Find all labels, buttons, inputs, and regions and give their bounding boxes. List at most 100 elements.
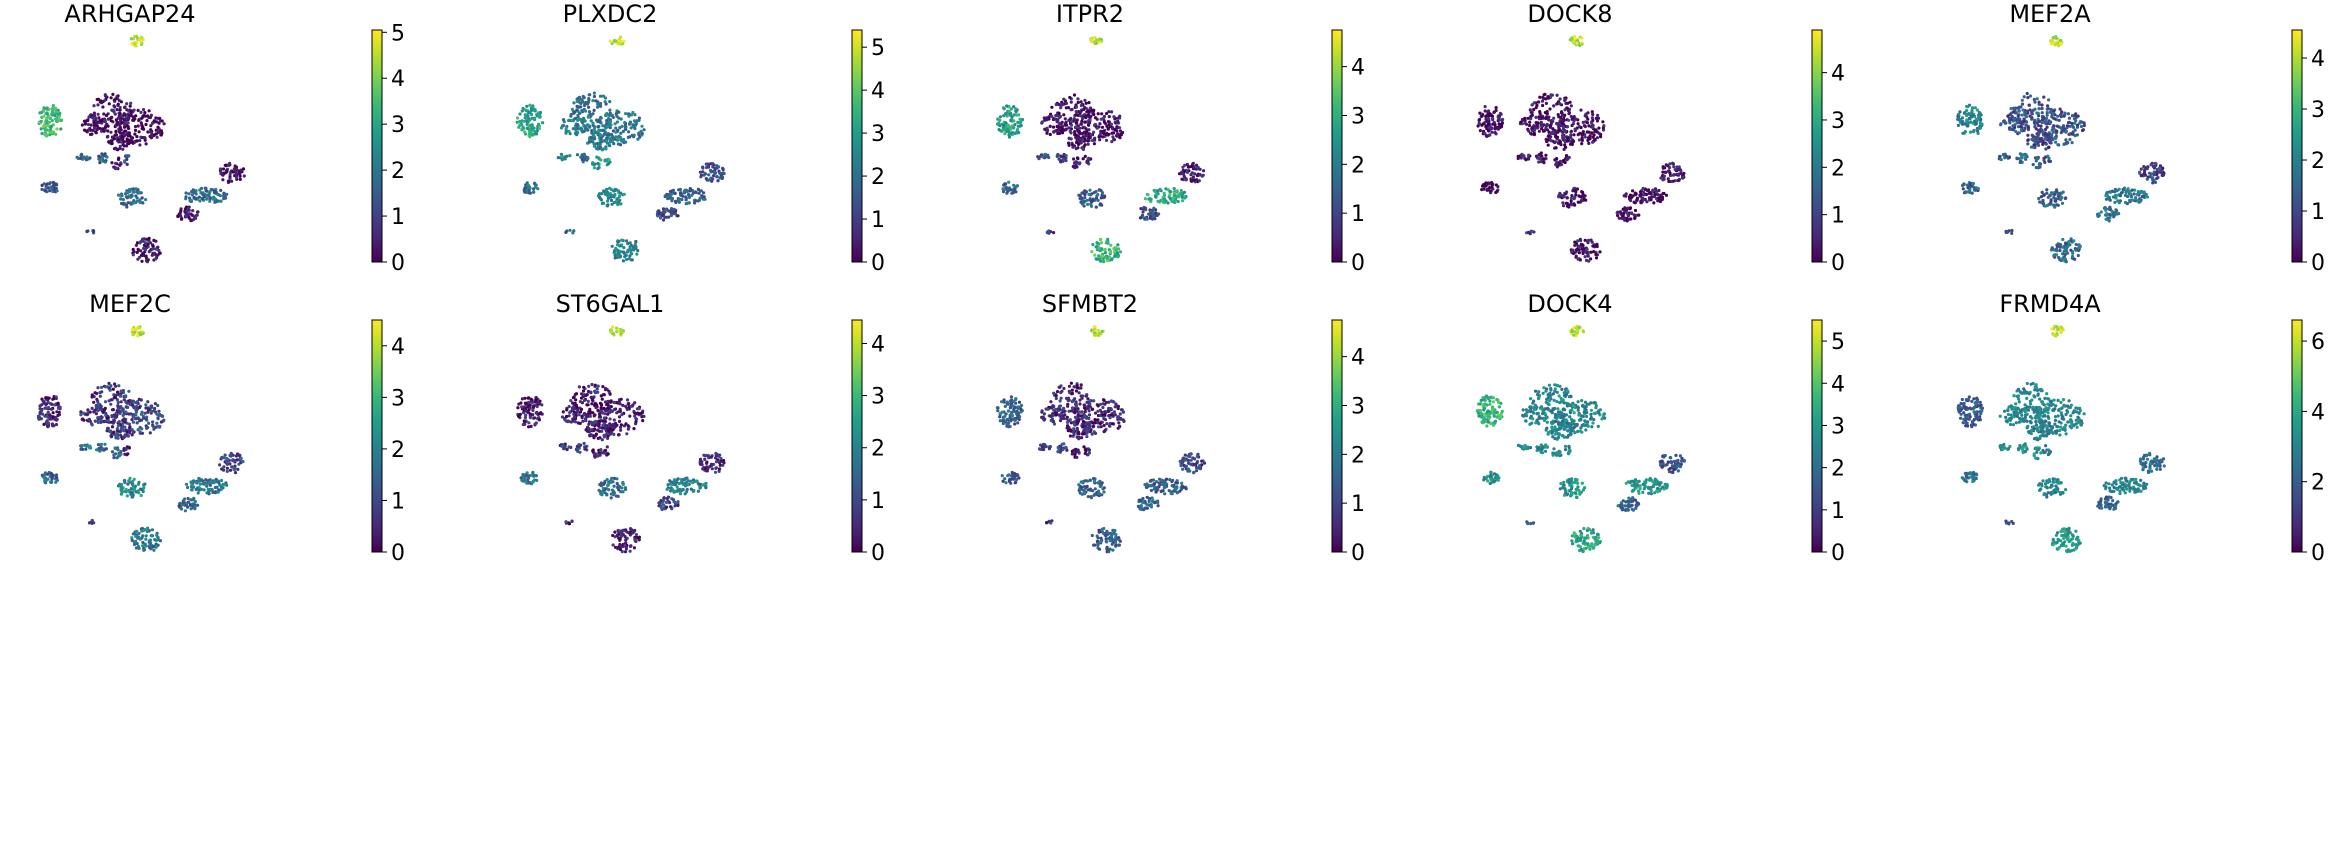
cluster-15 — [1568, 35, 1584, 48]
cell-point — [2007, 229, 2011, 233]
cell-point — [1616, 213, 1620, 218]
cell-point — [694, 199, 698, 203]
cell-point — [1626, 212, 1630, 217]
cell-point — [661, 213, 665, 217]
cell-point — [634, 123, 638, 127]
cell-point — [1173, 191, 1177, 195]
cell-point — [217, 481, 221, 485]
cell-point — [1182, 190, 1187, 194]
cell-point — [102, 112, 106, 116]
cell-point — [198, 482, 202, 486]
cell-point — [1554, 140, 1558, 144]
cell-point — [1527, 153, 1531, 157]
cell-point — [208, 478, 212, 482]
cell-point — [134, 243, 138, 247]
cell-point — [2010, 127, 2014, 131]
cell-point — [236, 467, 240, 471]
cell-point — [43, 128, 47, 132]
cell-point — [39, 127, 43, 131]
cell-point — [1145, 217, 1149, 221]
cell-point — [2044, 137, 2048, 141]
cell-point — [1574, 117, 1578, 121]
cell-point — [2056, 143, 2060, 147]
cell-point — [1544, 101, 1548, 105]
cell-point — [2114, 193, 2118, 197]
cell-point — [205, 197, 209, 201]
cell-point — [1541, 103, 1545, 108]
cell-point — [1086, 157, 1090, 161]
cell-point — [104, 385, 108, 389]
cell-point — [146, 130, 150, 134]
cell-point — [606, 192, 610, 196]
cell-point — [2012, 117, 2016, 121]
cell-point — [96, 415, 100, 420]
cell-point — [225, 169, 229, 173]
cell-point — [139, 110, 143, 114]
cell-point — [93, 123, 97, 127]
cell-point — [139, 253, 144, 257]
cell-point — [1552, 116, 1556, 120]
cluster-6 — [556, 152, 572, 162]
cell-point — [583, 157, 587, 161]
cell-point — [160, 119, 164, 123]
cell-point — [1048, 132, 1052, 137]
cell-point — [1073, 132, 1077, 136]
cell-point — [2043, 127, 2048, 132]
cell-point — [110, 139, 114, 143]
cell-point — [529, 124, 533, 128]
cell-point — [114, 146, 118, 150]
cell-point — [1095, 241, 1099, 245]
cell-point — [1154, 211, 1158, 215]
cell-point — [635, 119, 639, 123]
cluster-14 — [2049, 237, 2082, 264]
cell-point — [127, 389, 131, 393]
cell-point — [54, 422, 59, 427]
cell-point — [2073, 257, 2077, 261]
cell-point — [2047, 136, 2051, 140]
cell-point — [91, 128, 95, 132]
cell-point — [633, 126, 637, 131]
cell-point — [222, 191, 226, 195]
panel-title: ITPR2 — [1056, 0, 1124, 28]
cell-point — [596, 167, 600, 171]
cell-point — [1562, 119, 1566, 123]
cell-point — [136, 124, 140, 128]
cell-point — [1629, 217, 1633, 221]
cell-point — [1617, 216, 1621, 220]
cell-point — [129, 37, 133, 41]
cell-point — [1493, 125, 1497, 129]
cell-point — [528, 103, 532, 107]
cell-point — [1597, 131, 1601, 135]
cell-point — [2031, 163, 2035, 167]
cell-point — [582, 103, 587, 107]
cell-point — [131, 190, 135, 194]
cell-point — [116, 410, 121, 414]
cell-point — [208, 199, 212, 203]
cell-point — [1973, 187, 1977, 191]
cell-point — [1077, 193, 1081, 197]
cell-point — [82, 418, 86, 422]
cell-point — [80, 444, 84, 448]
cell-point — [715, 175, 719, 179]
cell-point — [1193, 172, 1197, 176]
cell-point — [150, 133, 154, 137]
cell-point — [156, 416, 160, 420]
cell-point — [102, 129, 106, 133]
cell-point — [232, 167, 236, 171]
cell-point — [1103, 251, 1107, 255]
cell-point — [1183, 169, 1187, 173]
cell-point — [2153, 161, 2157, 165]
cell-point — [1072, 93, 1077, 97]
cell-point — [1961, 187, 1965, 191]
cell-point — [701, 165, 705, 169]
cell-point — [2042, 158, 2046, 162]
cell-point — [1575, 41, 1579, 45]
cell-point — [615, 114, 619, 118]
cell-point — [1529, 117, 1533, 121]
cell-point — [49, 417, 53, 421]
cell-point — [1615, 211, 1619, 215]
cell-point — [1558, 191, 1562, 195]
cell-point — [1652, 188, 1656, 192]
colorbar-tick-label: 0 — [2311, 251, 2325, 276]
cell-point — [1088, 118, 1092, 122]
